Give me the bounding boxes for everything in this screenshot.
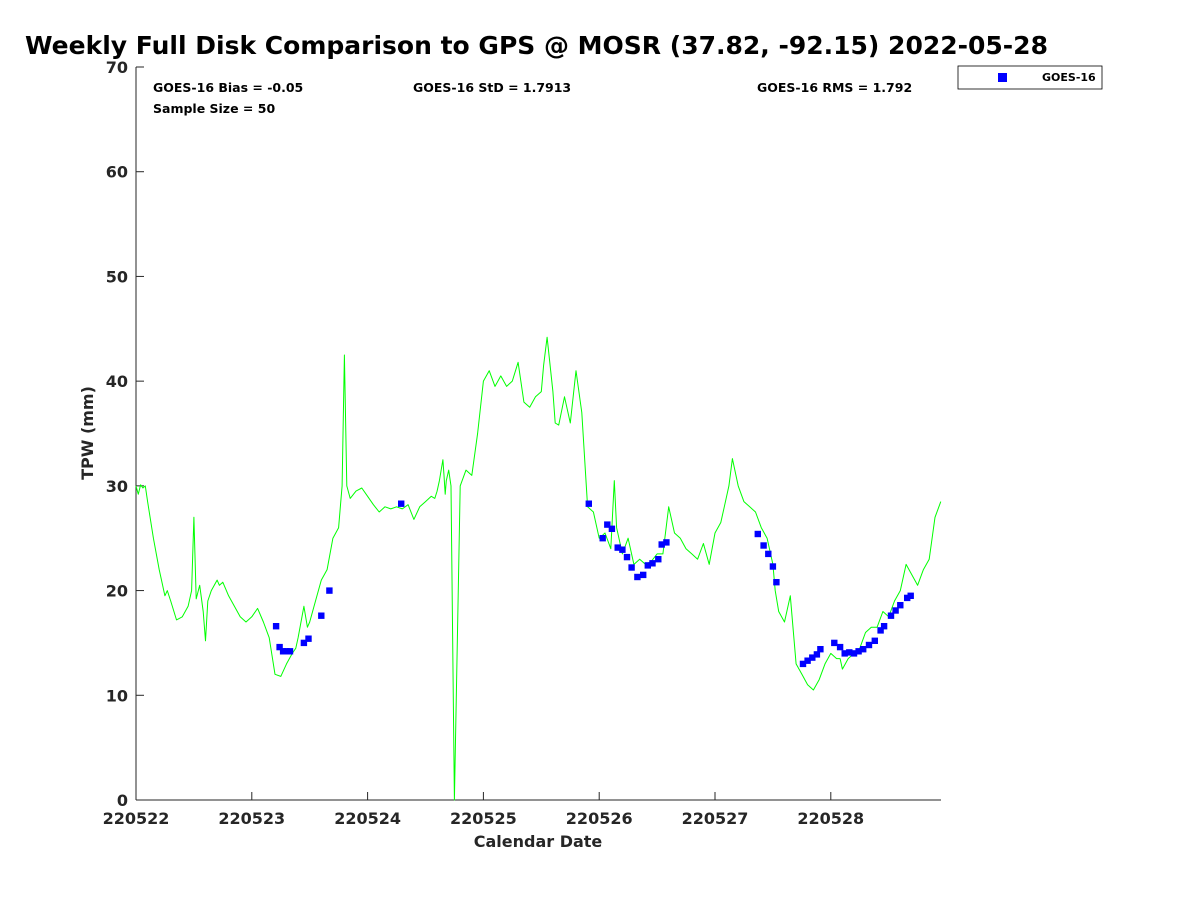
x-tick-label: 220528 <box>797 809 864 828</box>
x-axis-label: Calendar Date <box>474 832 603 851</box>
goes-point <box>663 539 670 546</box>
goes-point <box>831 639 838 647</box>
y-ticks: 0 10 20 30 40 50 60 70 <box>106 58 144 810</box>
x-ticks: 220522 220523 220524 220525 220526 220527 2205… <box>103 792 864 828</box>
x-tick-label: 220526 <box>566 809 633 828</box>
goes-point <box>877 627 884 634</box>
goes-point <box>276 643 283 651</box>
goes-point <box>836 643 844 651</box>
goes-point <box>614 544 621 551</box>
y-tick-label: 0 <box>117 791 128 810</box>
x-tick-label: 220525 <box>450 809 517 828</box>
goes-point <box>279 648 287 655</box>
legend-marker-goes <box>998 73 1007 82</box>
goes-point <box>846 649 853 656</box>
goes-point <box>655 556 662 563</box>
y-axis-label: TPW (mm) <box>78 386 97 480</box>
goes-point <box>809 654 816 661</box>
x-tick-label: 220527 <box>682 809 749 828</box>
goes-point <box>773 579 780 586</box>
goes-point <box>283 648 290 655</box>
goes-point <box>754 530 761 538</box>
x-tick-label: 220523 <box>218 809 285 828</box>
goes-point <box>640 571 647 579</box>
goes-point <box>644 562 651 569</box>
y-tick-label: 60 <box>106 163 128 182</box>
goes-series-points <box>272 500 914 668</box>
goes-point <box>855 648 862 655</box>
goes-point <box>907 592 914 599</box>
y-tick-label: 70 <box>106 58 128 77</box>
gps-series-line <box>135 336 942 801</box>
goes-point <box>871 637 878 644</box>
goes-point <box>326 587 333 594</box>
x-tick-label: 220524 <box>334 809 401 828</box>
x-tick-label: 220522 <box>103 809 170 828</box>
goes-point <box>897 602 904 609</box>
goes-point <box>318 612 325 619</box>
goes-point <box>769 563 777 570</box>
goes-point <box>286 648 294 655</box>
goes-point <box>804 657 811 664</box>
goes-point <box>608 525 616 532</box>
rms-stat: GOES-16 RMS = 1.792 <box>757 80 912 95</box>
goes-point <box>817 646 824 653</box>
goes-point <box>880 623 888 630</box>
goes-point <box>272 623 280 630</box>
goes-point <box>649 560 656 567</box>
y-tick-label: 30 <box>106 477 128 496</box>
goes-point <box>634 573 641 581</box>
sample-size-stat: Sample Size = 50 <box>153 101 275 116</box>
goes-point <box>628 564 635 571</box>
legend-box <box>957 65 1103 90</box>
y-tick-label: 20 <box>106 582 128 601</box>
y-tick-label: 10 <box>106 686 128 705</box>
legend: GOES-16 <box>957 65 1103 90</box>
y-tick-label: 40 <box>106 372 128 391</box>
goes-point <box>585 500 592 507</box>
goes-point <box>760 542 767 549</box>
goes-point <box>904 594 911 602</box>
goes-point <box>850 650 858 657</box>
goes-point <box>300 639 308 647</box>
goes-point <box>799 660 807 668</box>
goes-point <box>860 646 867 653</box>
goes-point <box>305 635 312 642</box>
std-stat: GOES-16 StD = 1.7913 <box>413 80 571 95</box>
goes-point <box>599 535 606 542</box>
legend-label-goes: GOES-16 <box>1042 71 1096 84</box>
goes-point <box>765 550 772 558</box>
goes-point <box>604 521 611 528</box>
goes-point <box>865 641 873 649</box>
goes-point <box>398 500 405 507</box>
chart-title: Weekly Full Disk Comparison to GPS @ MOS… <box>25 31 1048 60</box>
goes-point <box>813 651 821 658</box>
goes-point <box>887 612 895 619</box>
goes-point <box>658 541 665 548</box>
goes-point <box>623 553 631 561</box>
goes-point <box>892 607 899 614</box>
goes-point <box>619 546 626 553</box>
y-tick-label: 50 <box>106 267 128 286</box>
bias-stat: GOES-16 Bias = -0.05 <box>153 80 303 95</box>
plot-area <box>136 67 941 800</box>
goes-point <box>841 650 848 657</box>
